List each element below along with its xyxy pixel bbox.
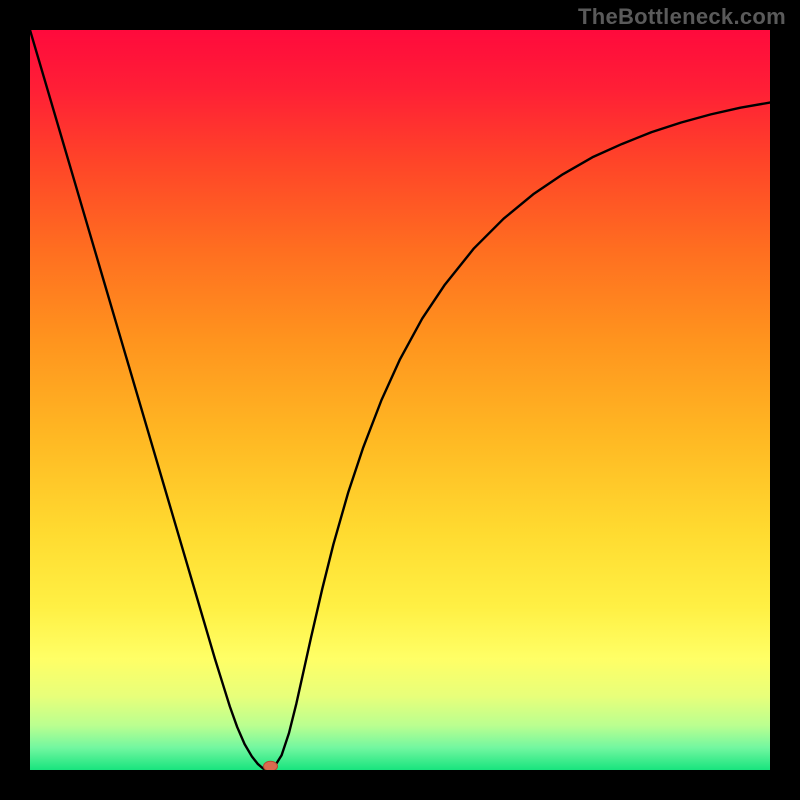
bottleneck-curve	[30, 30, 770, 770]
optimum-marker	[264, 761, 278, 770]
plot-area	[30, 30, 770, 770]
chart-frame: TheBottleneck.com	[0, 0, 800, 800]
watermark-text: TheBottleneck.com	[578, 4, 786, 30]
